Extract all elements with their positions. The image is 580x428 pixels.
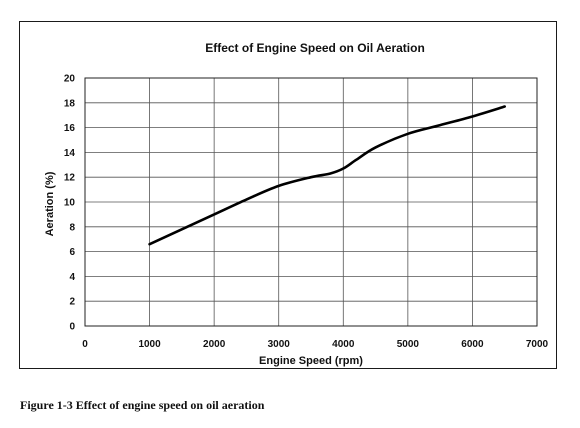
x-tick-label: 2000: [203, 339, 226, 350]
y-tick-label: 20: [64, 74, 76, 85]
y-tick-label: 14: [64, 148, 76, 159]
x-tick-label: 1000: [138, 339, 161, 350]
chart-frame: [19, 21, 557, 369]
y-tick-label: 18: [64, 98, 76, 109]
x-tick-label: 7000: [526, 339, 549, 350]
x-tick-label: 6000: [461, 339, 484, 350]
figure-caption: Figure 1-3 Effect of engine speed on oil…: [20, 398, 265, 412]
y-axis-label: Aeration (%): [44, 171, 56, 236]
y-tick-label: 16: [64, 123, 76, 134]
x-tick-label: 3000: [268, 339, 291, 350]
x-tick-label: 5000: [397, 339, 420, 350]
y-tick-label: 8: [69, 222, 75, 233]
y-tick-label: 0: [69, 322, 75, 333]
chart-title: Effect of Engine Speed on Oil Aeration: [205, 41, 425, 55]
y-tick-label: 12: [64, 173, 76, 184]
y-tick-label: 4: [69, 272, 75, 283]
y-tick-label: 10: [64, 198, 76, 209]
x-tick-label: 4000: [332, 339, 355, 350]
x-tick-label: 0: [82, 339, 88, 350]
series-line: [148, 105, 507, 246]
x-axis-label: Engine Speed (rpm): [259, 355, 363, 367]
y-tick-label: 6: [69, 247, 75, 258]
plot-area: [84, 77, 538, 327]
y-tick-label: 2: [69, 297, 75, 308]
